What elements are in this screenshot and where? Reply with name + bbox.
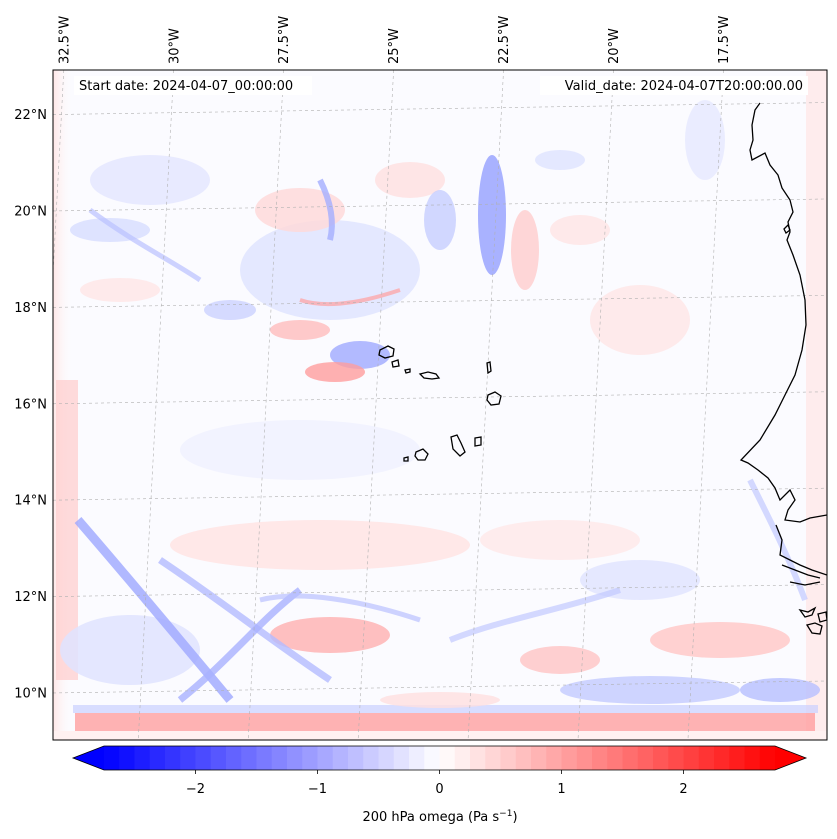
- island-fogo: [414, 448, 429, 461]
- map-frame: [52, 69, 828, 741]
- colorbar-segment: [378, 746, 395, 770]
- colorbar-segment: [393, 746, 410, 770]
- colorbar-segment: [210, 746, 227, 770]
- colorbar-segment: [637, 746, 654, 770]
- island-brava: [403, 456, 409, 462]
- longitude-labels: 32.5°W 30°W 27.5°W 25°W 22.5°W 20°W 17.5°W: [57, 16, 732, 64]
- meridian-line: [247, 70, 284, 740]
- colorbar-tick-label: −2: [186, 782, 205, 797]
- island-maio: [474, 436, 482, 447]
- colorbar-segment: [622, 746, 639, 770]
- colorbar-segment: [439, 746, 456, 770]
- colorbar-segment: [104, 746, 120, 770]
- longitude-label: 27.5°W: [277, 16, 292, 64]
- longitude-label: 25°W: [387, 28, 402, 64]
- colorbar-segment: [165, 746, 181, 770]
- colorbar-segment: [348, 746, 364, 770]
- meridian-line: [467, 70, 504, 740]
- colorbar-segment: [271, 746, 288, 770]
- colorbar-segment: [119, 746, 135, 770]
- latitude-label: 12°N: [14, 590, 47, 605]
- gridlines: [53, 70, 827, 740]
- colorbar-segment: [363, 746, 379, 770]
- island-sao-vicente: [391, 359, 400, 368]
- colorbar-segment: [759, 746, 776, 770]
- colorbar-segment: [180, 746, 196, 770]
- meridian-line: [357, 70, 394, 740]
- island-santo-antao: [378, 345, 395, 359]
- colorbar-segment: [241, 746, 257, 770]
- colorbar-segment: [470, 746, 486, 770]
- colorbar: −2 −1 0 1 2 200 hPa omega (Pa s−1): [71, 745, 808, 825]
- colorbar-tick-label: 1: [557, 782, 565, 797]
- colorbar-tick-label: −1: [308, 782, 327, 797]
- latitude-label: 18°N: [14, 301, 47, 316]
- colorbar-segment: [561, 746, 578, 770]
- colorbar-label: 200 hPa omega (Pa s−1): [362, 809, 517, 825]
- colorbar-segment: [653, 746, 669, 770]
- meridian-line: [577, 70, 614, 740]
- latitude-label: 14°N: [14, 494, 47, 509]
- longitude-label: 22.5°W: [497, 16, 512, 64]
- colorbar-segment: [714, 746, 730, 770]
- colorbar-tick-label: 2: [679, 782, 687, 797]
- colorbar-segment: [592, 746, 608, 770]
- colorbar-extend-min: [73, 746, 104, 770]
- colorbar-tick-label: 0: [435, 782, 443, 797]
- colorbar-segment: [424, 746, 440, 770]
- colorbar-segment: [668, 746, 684, 770]
- latitude-labels: 22°N 20°N 18°N 16°N 14°N 12°N 10°N: [14, 108, 47, 701]
- colorbar-ticks: −2 −1 0 1 2: [186, 770, 688, 797]
- colorbar-segment: [287, 746, 303, 770]
- longitude-label: 20°W: [607, 28, 622, 64]
- colorbar-segment: [149, 746, 166, 770]
- colorbar-segment: [256, 746, 273, 770]
- colorbar-segment: [607, 746, 623, 770]
- valid-date-box: Valid_date: 2024-04-07T20:00:00.00: [540, 76, 808, 95]
- start-date-box: Start date: 2024-04-07_00:00:00: [74, 76, 312, 95]
- colorbar-segment: [302, 746, 318, 770]
- longitude-label: 30°W: [167, 28, 182, 64]
- colorbar-segment: [683, 746, 700, 770]
- colorbar-extend-max: [775, 746, 806, 770]
- colorbar-segment: [332, 746, 349, 770]
- colorbar-segment: [729, 746, 745, 770]
- latitude-label: 16°N: [14, 397, 47, 412]
- island-boa-vista: [486, 391, 502, 406]
- colorbar-segment: [485, 746, 501, 770]
- colorbar-segment: [195, 746, 212, 770]
- island-sal: [486, 361, 492, 375]
- colorbar-segment: [134, 746, 151, 770]
- coastline: [739, 102, 827, 635]
- colorbar-segment: [409, 746, 425, 770]
- island-santa-luzia: [404, 368, 411, 374]
- colorbar-segment: [698, 746, 715, 770]
- meridian-line: [687, 70, 724, 740]
- valid-date-label: Valid_date: 2024-04-07T20:00:00.00: [565, 79, 803, 94]
- colorbar-outline: [71, 745, 808, 771]
- longitude-label: 17.5°W: [717, 16, 732, 64]
- colorbar-segment: [515, 746, 532, 770]
- colorbar-segments: [73, 746, 806, 770]
- colorbar-segment: [546, 746, 562, 770]
- island-santiago: [450, 434, 466, 457]
- latitude-label: 22°N: [14, 108, 47, 123]
- colorbar-segment: [500, 746, 517, 770]
- colorbar-segment: [454, 746, 471, 770]
- start-date-label: Start date: 2024-04-07_00:00:00: [79, 79, 293, 94]
- latitude-label: 10°N: [14, 687, 47, 702]
- colorbar-segment: [531, 746, 547, 770]
- longitude-label: 32.5°W: [57, 16, 72, 64]
- african-coastline: [739, 102, 827, 523]
- colorbar-segment: [576, 746, 593, 770]
- island-sao-nicolau: [418, 371, 441, 380]
- islands: [378, 345, 502, 462]
- latitude-label: 20°N: [14, 205, 47, 220]
- colorbar-segment: [317, 746, 334, 770]
- omega-field: [53, 70, 827, 740]
- colorbar-segment: [226, 746, 242, 770]
- colorbar-segment: [744, 746, 761, 770]
- meridian-line: [137, 70, 175, 740]
